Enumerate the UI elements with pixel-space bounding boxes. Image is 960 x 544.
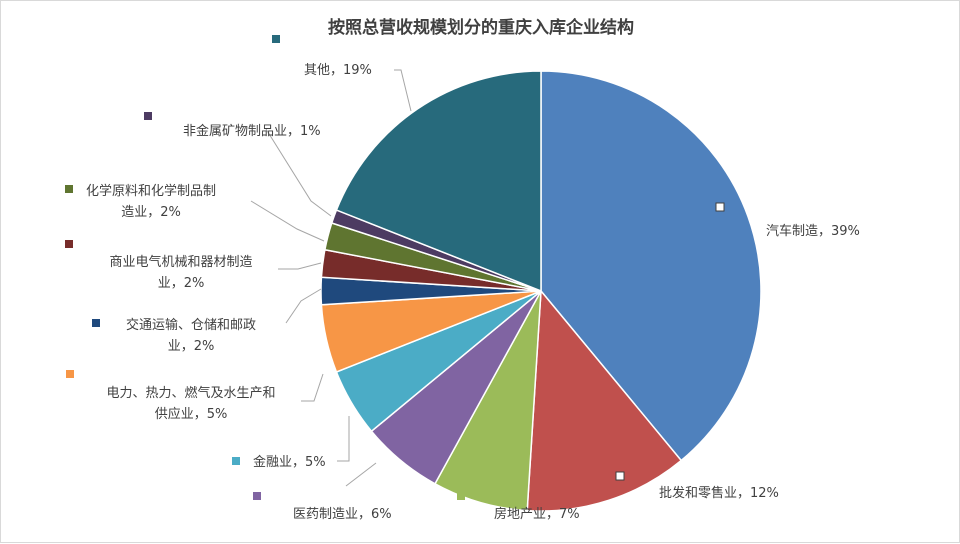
slice-label: 金融业，5%: [253, 454, 326, 470]
label-swatch: [232, 457, 240, 465]
chart-title: 按照总营收规模划分的重庆入库企业结构: [328, 17, 634, 38]
label-swatch: [715, 202, 725, 212]
leader-lines: [250, 69, 412, 487]
label-swatch: [272, 35, 280, 43]
pie-slices: [320, 70, 762, 512]
slice-label: 商业电气机械和器材制造业，2%: [109, 254, 252, 291]
leader-line: [265, 128, 332, 217]
leader-line: [345, 462, 377, 487]
data-labels: 汽车制造，39% 批发和零售业，12% 房地产业，7% 医药制造业，6% 金融业，5% 电…: [86, 63, 860, 522]
slice-label: 房地产业，7%: [494, 506, 580, 522]
label-swatch: [457, 492, 465, 500]
slice-label: 其他，19%: [304, 63, 372, 78]
leader-line: [394, 69, 412, 112]
leader-line: [337, 416, 350, 462]
leader-line: [278, 262, 322, 270]
pie-slice: [540, 70, 762, 462]
leader-line: [301, 373, 324, 402]
label-swatch: [253, 492, 261, 500]
pie-slice: [526, 289, 683, 512]
label-swatch: [144, 112, 152, 120]
leader-line: [250, 200, 325, 242]
pie-slice: [335, 70, 542, 293]
label-swatches: [65, 35, 725, 500]
slice-label: 批发和零售业，12%: [659, 485, 779, 501]
label-swatch: [65, 240, 73, 248]
label-swatch: [65, 185, 73, 193]
leader-line: [285, 288, 322, 324]
slice-label: 电力、热力、燃气及水生产和供应业，5%: [106, 385, 275, 422]
label-swatch: [66, 370, 74, 378]
slice-label: 汽车制造，39%: [766, 223, 860, 239]
slice-label: 医药制造业，6%: [293, 507, 392, 522]
label-swatch: [615, 471, 625, 481]
label-swatch: [92, 319, 100, 327]
slice-label: 化学原料和化学制品制造业，2%: [86, 183, 216, 220]
slice-label: 交通运输、仓储和邮政业，2%: [126, 317, 256, 354]
slice-label: 非金属矿物制品业，1%: [183, 123, 321, 139]
